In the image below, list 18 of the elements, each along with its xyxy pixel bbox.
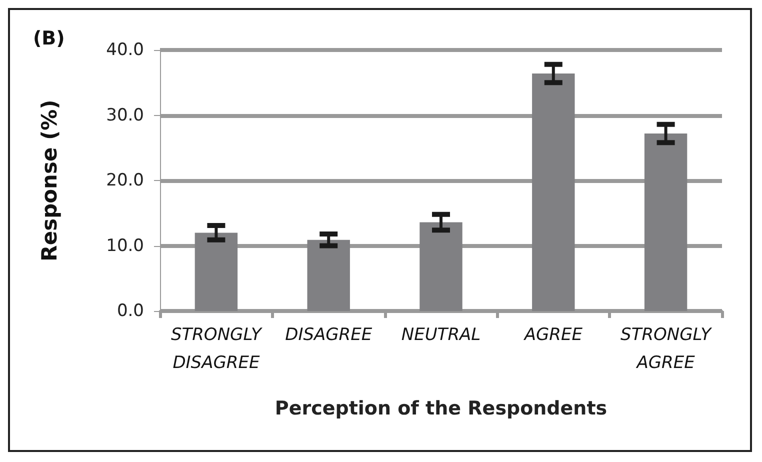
- y-axis-title: Response (%): [38, 100, 62, 262]
- bar: [644, 134, 688, 311]
- x-tick-label: AGREE: [523, 325, 583, 345]
- x-tick-label: DISAGREE: [285, 325, 372, 345]
- y-tick-label: 30.0: [106, 105, 144, 126]
- chart-title: (B): [33, 28, 65, 50]
- x-tick-label: STRONGLY DISAGREE: [170, 325, 264, 373]
- x-tick-label: NEUTRAL: [401, 325, 481, 345]
- bar: [420, 222, 462, 311]
- bar: [307, 240, 350, 311]
- y-tick-label: 0.0: [116, 301, 144, 321]
- bar: [194, 232, 238, 311]
- y-tick-label: 40.0: [106, 40, 144, 60]
- x-tick-label: STRONGLY AGREE: [620, 325, 713, 373]
- bar: [532, 73, 575, 311]
- y-tick-label: 20.0: [106, 170, 144, 190]
- y-tick-label: 10.0: [106, 236, 144, 256]
- x-axis-title: Perception of the Respondents: [274, 398, 608, 420]
